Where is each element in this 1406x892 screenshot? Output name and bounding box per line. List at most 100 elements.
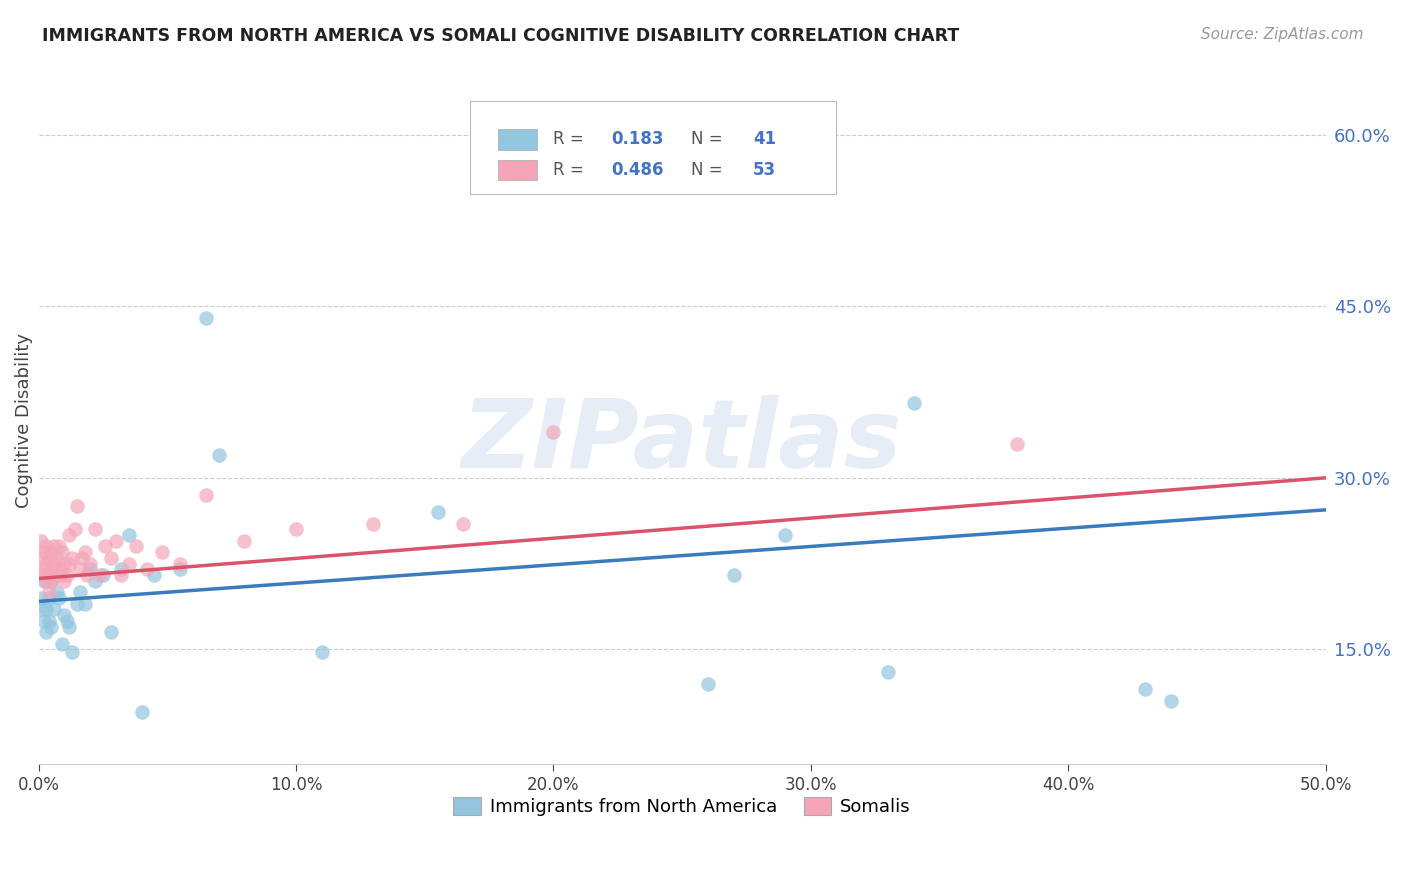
Point bbox=[35, 540, 58, 554]
Point bbox=[69, 585, 91, 599]
Point bbox=[66, 597, 89, 611]
Point bbox=[41, 545, 63, 559]
Point bbox=[208, 448, 231, 462]
Point bbox=[1160, 694, 1182, 708]
Point bbox=[73, 597, 96, 611]
Point bbox=[84, 522, 107, 536]
Point bbox=[233, 533, 256, 548]
Point bbox=[53, 608, 76, 623]
Point bbox=[73, 545, 96, 559]
Point bbox=[56, 614, 79, 628]
Point bbox=[45, 550, 67, 565]
Point bbox=[42, 557, 65, 571]
Point bbox=[84, 574, 107, 588]
Point bbox=[42, 540, 65, 554]
Point bbox=[35, 602, 58, 616]
Point bbox=[79, 562, 101, 576]
Point bbox=[169, 557, 191, 571]
Point bbox=[426, 505, 449, 519]
Text: 0.486: 0.486 bbox=[612, 161, 664, 179]
Point bbox=[76, 568, 98, 582]
Text: R =: R = bbox=[554, 161, 589, 179]
Point bbox=[42, 602, 65, 616]
Point bbox=[32, 614, 55, 628]
Point bbox=[58, 619, 80, 633]
Point bbox=[117, 528, 139, 542]
Point bbox=[45, 568, 67, 582]
Text: Source: ZipAtlas.com: Source: ZipAtlas.com bbox=[1201, 27, 1364, 42]
Point bbox=[110, 562, 132, 576]
Point bbox=[53, 557, 76, 571]
Point bbox=[30, 591, 52, 605]
Point bbox=[89, 568, 111, 582]
Point bbox=[1135, 682, 1157, 697]
Point bbox=[63, 522, 86, 536]
Point bbox=[60, 645, 83, 659]
Point bbox=[69, 562, 91, 576]
Point bbox=[51, 545, 73, 559]
Point bbox=[723, 568, 745, 582]
Point bbox=[79, 557, 101, 571]
Text: 41: 41 bbox=[752, 130, 776, 148]
Point bbox=[41, 562, 63, 576]
Point bbox=[41, 619, 63, 633]
Point bbox=[51, 568, 73, 582]
Point bbox=[104, 533, 127, 548]
Point bbox=[284, 522, 307, 536]
Point bbox=[41, 574, 63, 588]
Point bbox=[194, 310, 217, 325]
Point bbox=[38, 614, 60, 628]
Point bbox=[30, 568, 52, 582]
Point bbox=[32, 545, 55, 559]
Legend: Immigrants from North America, Somalis: Immigrants from North America, Somalis bbox=[446, 789, 918, 823]
Point bbox=[696, 677, 718, 691]
Y-axis label: Cognitive Disability: Cognitive Disability bbox=[15, 333, 32, 508]
FancyBboxPatch shape bbox=[498, 160, 537, 180]
Point bbox=[877, 665, 900, 680]
Text: 53: 53 bbox=[752, 161, 776, 179]
Point bbox=[903, 396, 925, 410]
Point bbox=[135, 562, 157, 576]
Point bbox=[32, 574, 55, 588]
Point bbox=[1005, 436, 1028, 450]
Point bbox=[58, 557, 80, 571]
Point bbox=[38, 591, 60, 605]
Text: ZIPatlas: ZIPatlas bbox=[461, 395, 903, 488]
Point bbox=[45, 585, 67, 599]
Point bbox=[100, 625, 122, 640]
Point bbox=[48, 591, 70, 605]
Point bbox=[60, 550, 83, 565]
Point bbox=[451, 516, 474, 531]
Point bbox=[30, 550, 52, 565]
FancyBboxPatch shape bbox=[470, 102, 837, 194]
Point bbox=[131, 706, 153, 720]
Point bbox=[35, 574, 58, 588]
Point bbox=[51, 637, 73, 651]
Text: 0.183: 0.183 bbox=[612, 130, 664, 148]
Text: N =: N = bbox=[692, 130, 728, 148]
Point bbox=[100, 550, 122, 565]
Point bbox=[773, 528, 796, 542]
Point bbox=[48, 540, 70, 554]
Point bbox=[194, 488, 217, 502]
Text: IMMIGRANTS FROM NORTH AMERICA VS SOMALI COGNITIVE DISABILITY CORRELATION CHART: IMMIGRANTS FROM NORTH AMERICA VS SOMALI … bbox=[42, 27, 959, 45]
Point bbox=[117, 557, 139, 571]
Point bbox=[58, 528, 80, 542]
Point bbox=[94, 540, 117, 554]
Point bbox=[53, 574, 76, 588]
FancyBboxPatch shape bbox=[498, 129, 537, 150]
Point bbox=[35, 625, 58, 640]
Point bbox=[38, 550, 60, 565]
Point bbox=[48, 562, 70, 576]
Point bbox=[41, 574, 63, 588]
Point bbox=[361, 516, 384, 531]
Point bbox=[35, 557, 58, 571]
Point bbox=[72, 550, 94, 565]
Point bbox=[30, 533, 52, 548]
Point bbox=[91, 568, 114, 582]
Point bbox=[38, 568, 60, 582]
Point bbox=[56, 568, 79, 582]
Point bbox=[32, 562, 55, 576]
Point bbox=[143, 568, 166, 582]
Point bbox=[38, 585, 60, 599]
